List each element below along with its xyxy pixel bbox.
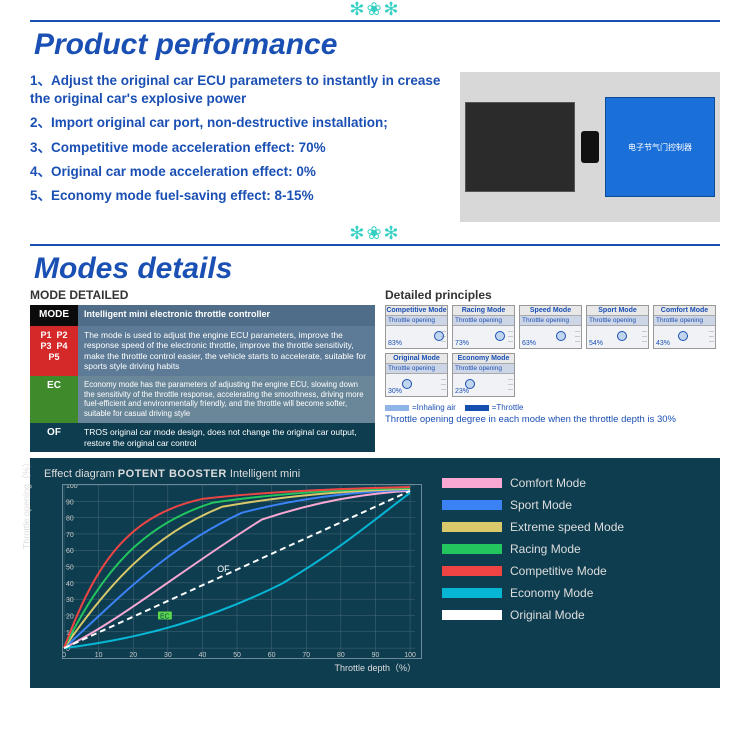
mode-col-header: MODE bbox=[30, 305, 78, 326]
perf-item: 1、Adjust the original car ECU parameters… bbox=[30, 72, 450, 108]
svg-text:50: 50 bbox=[66, 565, 74, 572]
svg-text:20: 20 bbox=[129, 652, 137, 658]
legend-row: Comfort Mode bbox=[442, 476, 706, 490]
mode-cards: Competitive ModeThrottle opening 83% ———… bbox=[385, 305, 720, 397]
effect-graph-section: Effect diagram POTENT BOOSTER Intelligen… bbox=[30, 458, 720, 688]
svg-text:70: 70 bbox=[66, 532, 74, 539]
mode-ec-label: EC bbox=[30, 376, 78, 423]
svg-text:100: 100 bbox=[66, 485, 78, 490]
ornament-mid: ✻❀✻ bbox=[0, 224, 750, 242]
throttle-legend: =Inhaling air =Throttle bbox=[385, 403, 720, 412]
graph-title: Effect diagram POTENT BOOSTER Intelligen… bbox=[44, 468, 422, 480]
svg-text:90: 90 bbox=[372, 652, 380, 658]
perf-item: 2、Import original car port, non-destruct… bbox=[30, 114, 450, 132]
mode-card: Sport ModeThrottle opening 54% ——— bbox=[586, 305, 649, 349]
perf-item: 4、Original car mode acceleration effect:… bbox=[30, 163, 450, 181]
y-axis-label: Throttle opening（%） bbox=[20, 458, 33, 549]
svg-text:40: 40 bbox=[66, 581, 74, 588]
mode-p-label: P1 P2 P3 P4 P5 bbox=[30, 326, 78, 377]
perf-item: 3、Competitive mode acceleration effect: … bbox=[30, 139, 450, 157]
svg-text:90: 90 bbox=[66, 499, 74, 506]
legend-row: Economy Mode bbox=[442, 586, 706, 600]
legend-row: Competitive Mode bbox=[442, 564, 706, 578]
product-photo: 电子节气门控制器 bbox=[460, 72, 720, 222]
performance-list: 1、Adjust the original car ECU parameters… bbox=[30, 72, 450, 222]
section-title-performance: Product performance bbox=[0, 28, 750, 62]
mode-desc-header: Intelligent mini electronic throttle con… bbox=[78, 305, 375, 326]
perf-item: 5、Economy mode fuel-saving effect: 8-15% bbox=[30, 187, 450, 205]
svg-text:EC: EC bbox=[160, 614, 170, 621]
mode-card: Comfort ModeThrottle opening 43% ——— bbox=[653, 305, 716, 349]
svg-text:80: 80 bbox=[337, 652, 345, 658]
svg-text:10: 10 bbox=[95, 652, 103, 658]
mode-card: Racing ModeThrottle opening 73% ——— bbox=[452, 305, 515, 349]
svg-text:30: 30 bbox=[66, 597, 74, 604]
graph-canvas: 0102030405060708090100010203040506070809… bbox=[62, 484, 422, 659]
principles-header: Detailed principles bbox=[385, 288, 720, 302]
svg-text:70: 70 bbox=[302, 652, 310, 658]
mode-card: Competitive ModeThrottle opening 83% ——— bbox=[385, 305, 448, 349]
mode-of-desc: TROS original car mode design, does not … bbox=[78, 423, 375, 452]
mode-table: MODE Intelligent mini electronic throttl… bbox=[30, 305, 375, 452]
legend-row: Original Mode bbox=[442, 608, 706, 622]
mode-ec-desc: Economy mode has the parameters of adjus… bbox=[78, 376, 375, 423]
svg-text:40: 40 bbox=[199, 652, 207, 658]
legend-row: Extreme speed Mode bbox=[442, 520, 706, 534]
svg-text:OF: OF bbox=[217, 564, 230, 574]
mode-p-desc: The mode is used to adjust the engine EC… bbox=[78, 326, 375, 377]
mode-card: Economy ModeThrottle opening 23% ——— bbox=[452, 353, 515, 397]
ornament-top: ✻❀✻ bbox=[0, 0, 750, 18]
svg-text:60: 60 bbox=[66, 548, 74, 555]
throttle-legend-note: Throttle opening degree in each mode whe… bbox=[385, 414, 720, 426]
svg-text:20: 20 bbox=[66, 614, 74, 621]
graph-legend: Comfort Mode Sport Mode Extreme speed Mode… bbox=[442, 468, 706, 674]
svg-text:30: 30 bbox=[164, 652, 172, 658]
mode-detailed-header: MODE DETAILED bbox=[30, 288, 375, 302]
legend-row: Racing Mode bbox=[442, 542, 706, 556]
svg-text:100: 100 bbox=[404, 652, 416, 658]
svg-text:60: 60 bbox=[268, 652, 276, 658]
divider bbox=[30, 20, 720, 22]
mode-of-label: OF bbox=[30, 423, 78, 452]
divider bbox=[30, 244, 720, 246]
svg-text:80: 80 bbox=[66, 516, 74, 523]
svg-text:50: 50 bbox=[233, 652, 241, 658]
mode-card: Original ModeThrottle opening 30% ——— bbox=[385, 353, 448, 397]
legend-row: Sport Mode bbox=[442, 498, 706, 512]
mode-card: Speed ModeThrottle opening 63% ——— bbox=[519, 305, 582, 349]
x-axis-label: Throttle depth（%） bbox=[62, 661, 422, 674]
section-title-modes: Modes details bbox=[0, 252, 750, 286]
